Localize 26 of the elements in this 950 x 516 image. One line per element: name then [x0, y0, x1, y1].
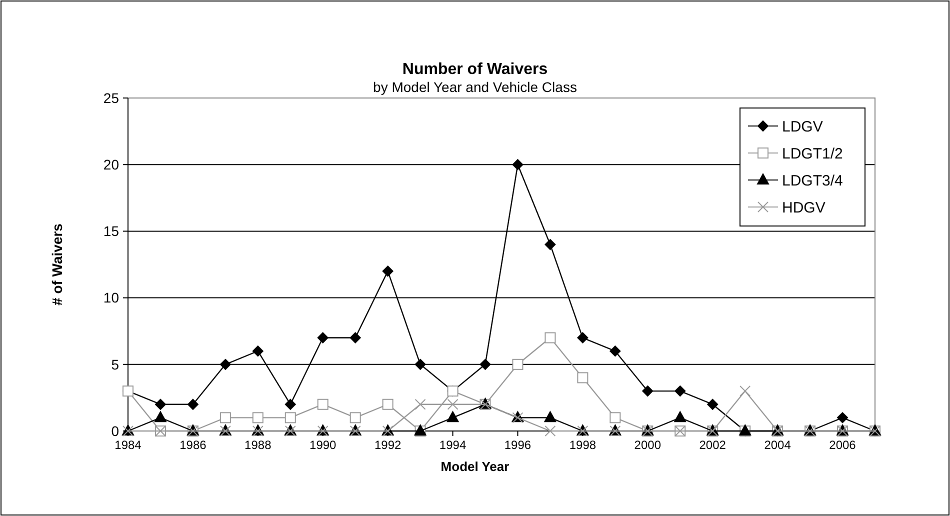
- legend-label: LDGV: [782, 118, 823, 136]
- x-tick-label: 1988: [244, 438, 272, 452]
- x-tick-label: 1996: [504, 438, 532, 452]
- x-tick-label: 1992: [374, 438, 402, 452]
- y-tick-label: 5: [111, 356, 120, 372]
- y-tick-label: 20: [103, 156, 120, 172]
- y-tick-label: 15: [103, 223, 120, 240]
- x-tick-label: 1990: [310, 438, 337, 452]
- x-tick-label: 2002: [699, 438, 726, 452]
- legend-label: LDGT3/4: [782, 172, 843, 190]
- x-tick-label: 2006: [829, 438, 856, 452]
- x-tick-label: 2000: [634, 438, 662, 452]
- chart-subtitle: by Model Year and Vehicle Class: [373, 79, 577, 95]
- y-tick-label: 10: [103, 290, 120, 306]
- y-axis-title: # of Waivers: [49, 223, 65, 306]
- y-tick-label: 0: [111, 422, 120, 439]
- x-axis-title: Model Year: [440, 459, 510, 474]
- x-tick-label: 1984: [114, 438, 142, 452]
- x-tick-label: 2004: [764, 438, 792, 452]
- legend-label: HDGV: [782, 199, 826, 216]
- chart-title: Number of Waivers: [402, 61, 548, 78]
- x-tick-label: 1986: [180, 438, 207, 452]
- x-tick-label: 1994: [439, 438, 466, 452]
- x-tick-label: 1998: [569, 438, 596, 452]
- y-tick-label: 25: [103, 90, 120, 106]
- legend-label: LDGT1/2: [782, 145, 843, 162]
